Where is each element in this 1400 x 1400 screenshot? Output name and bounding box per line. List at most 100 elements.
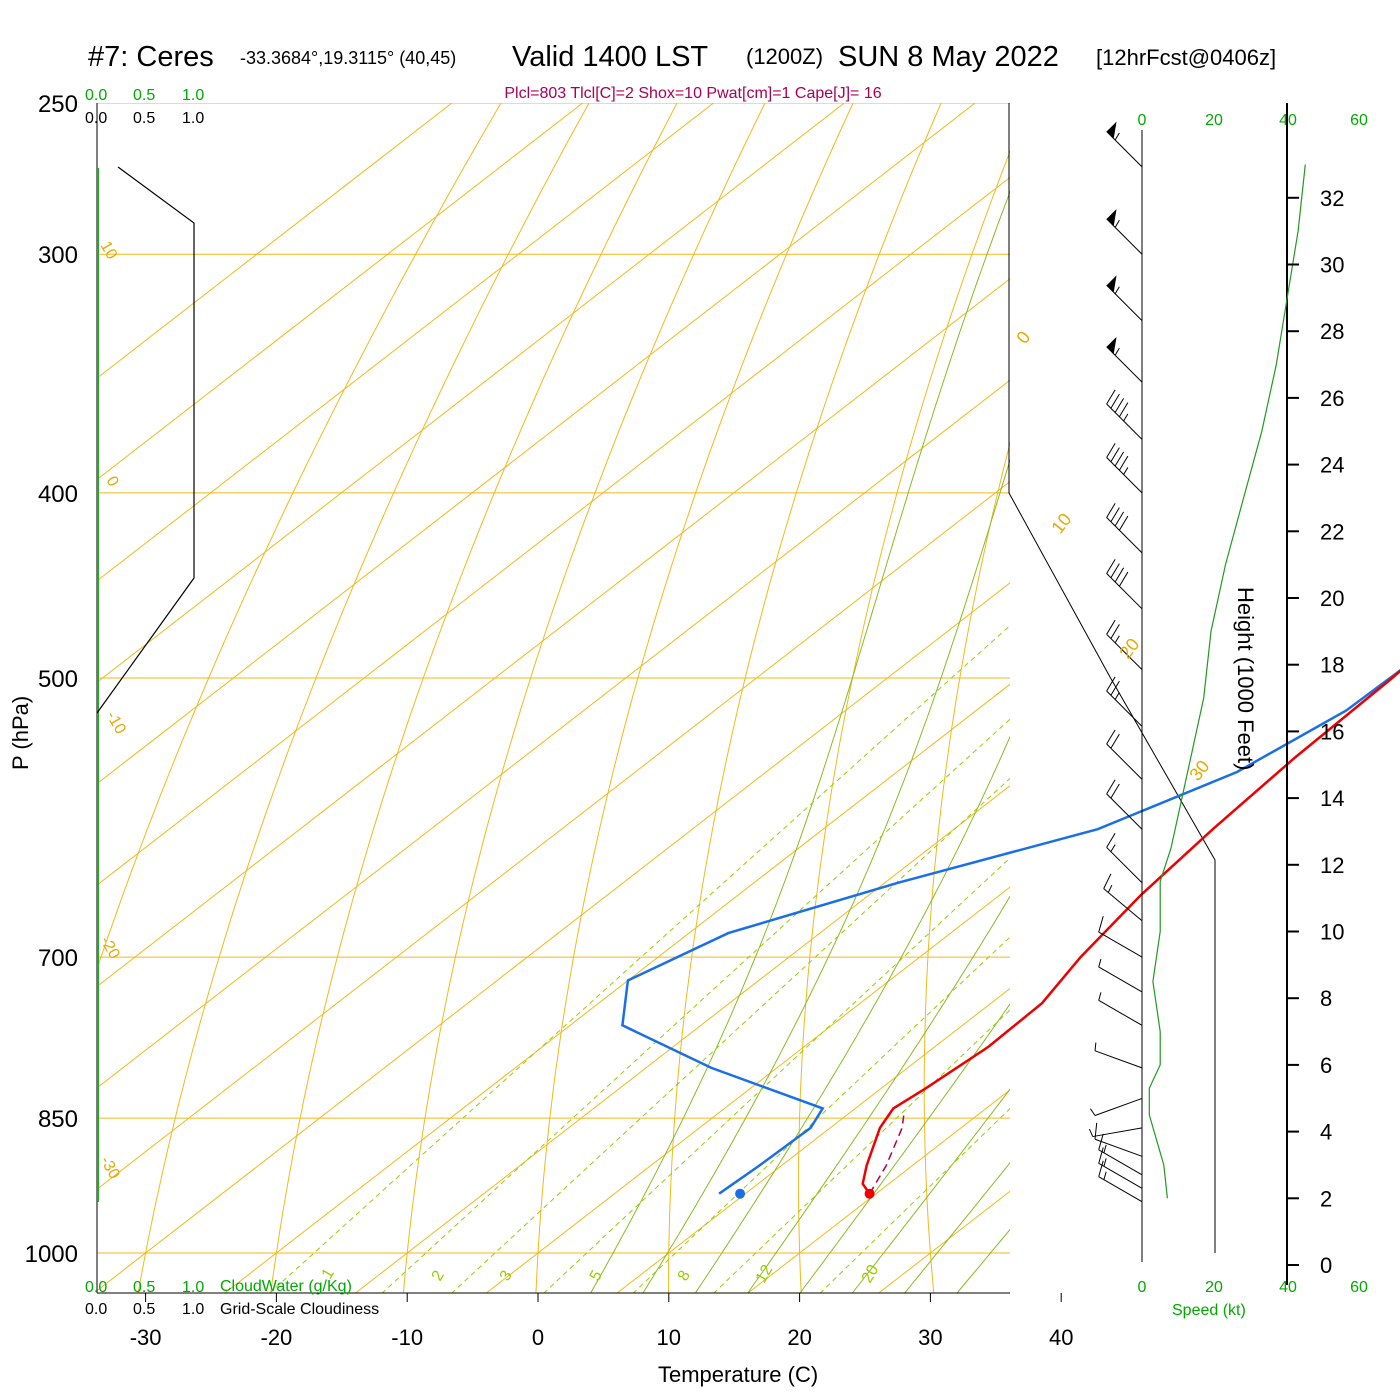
parameter-line: Plcl=803 Tlcl[C]=2 Shox=10 Pwat[cm]=1 Ca… [504, 85, 881, 102]
barb-feather [1106, 389, 1116, 405]
height-tick-label: 32 [1320, 186, 1344, 211]
barb-feather [1110, 783, 1120, 799]
barb-feather [1106, 729, 1116, 745]
barb-half-feather [1114, 692, 1120, 700]
pressure-axis: 250 300 400 500 700 850 1000 [25, 91, 78, 1268]
speed-tick: 40 [1279, 1279, 1297, 1296]
wind-barb [1098, 992, 1143, 1026]
barb-feather [1118, 515, 1129, 531]
mixing-ratio-label: 8 [675, 1268, 694, 1284]
height-tick-label: 26 [1320, 386, 1344, 411]
cloud-tick: 0.0 [85, 1301, 107, 1318]
barb-feather [1098, 916, 1104, 933]
wind-barb [1106, 336, 1143, 383]
barb-staff [1098, 1149, 1143, 1176]
moist-adiabat [694, 735, 1010, 1293]
barb-staff [1092, 1127, 1143, 1138]
utc-time: (1200Z) [746, 44, 823, 69]
barb-staff [1098, 999, 1143, 1026]
forecast-info: [12hrFcst@0406z] [1096, 45, 1276, 70]
speed-axis-label: Speed (kt) [1172, 1302, 1246, 1319]
barb-staff [1106, 847, 1143, 884]
barb-pennant [1106, 275, 1117, 293]
cloud-tick: 0.5 [133, 87, 155, 104]
wind-barb [1106, 275, 1143, 321]
height-tick-label: 8 [1320, 986, 1332, 1011]
cloud-tick: 1.0 [182, 110, 204, 127]
wind-barb [1098, 958, 1143, 993]
wind-barb [1098, 916, 1143, 958]
dry-adiabat [1388, 69, 1400, 1293]
barb-half-feather [1103, 1144, 1107, 1153]
temperature-tick-label: -10 [391, 1325, 423, 1350]
height-tick-label: 28 [1320, 319, 1344, 344]
forecast-date: SUN 8 May 2022 [838, 41, 1059, 73]
pressure-tick-label: 250 [38, 91, 78, 118]
barb-feather [1118, 402, 1129, 417]
cloud-tick: 0.0 [85, 87, 107, 104]
barb-staff [1098, 966, 1143, 993]
plot-outline [1008, 103, 1216, 1253]
dry-adiabat [668, 103, 942, 1293]
barb-staff [1106, 743, 1143, 780]
barb-feather [1094, 1122, 1098, 1140]
barb-pennant [1106, 121, 1117, 139]
wind-barb [1106, 729, 1143, 780]
speed-tick: 60 [1350, 1279, 1368, 1296]
height-tick-label: 22 [1320, 519, 1344, 544]
isotherm-label: 10 [1047, 509, 1075, 537]
wind-speed-line [1148, 164, 1306, 1199]
height-tick-label: 20 [1320, 586, 1344, 611]
temperature-tick-label: 30 [918, 1325, 942, 1350]
cloud-tick: 1.0 [182, 87, 204, 104]
isotherm-line [616, 987, 1010, 1293]
barb-feather [1110, 680, 1120, 696]
dry-adiabat-label: -10 [103, 709, 129, 738]
isotherm-line [97, 379, 1010, 1089]
barb-feather [1106, 443, 1116, 458]
wind-barb [1098, 1160, 1143, 1203]
isotherm-line [97, 103, 846, 683]
barb-feather [1106, 779, 1116, 795]
dry-adiabat [1046, 69, 1217, 1293]
height-tick-label: 24 [1320, 453, 1344, 478]
barb-half-feather [1123, 413, 1129, 422]
cloud-scale-bottom: 0.0 0.5 1.0 CloudWater (g/Kg) 0.0 0.5 1.… [85, 1278, 379, 1318]
temperature-tick-label: 0 [532, 1325, 544, 1350]
barb-feather [1098, 1147, 1104, 1164]
dry-adiabat [535, 103, 854, 1293]
moist-adiabat [904, 1162, 1010, 1293]
barb-half-feather [1114, 286, 1120, 295]
barb-feather [1106, 503, 1116, 518]
isotherm-line [97, 278, 1010, 988]
isotherm-line [97, 103, 715, 582]
speed-tick: 20 [1205, 1279, 1223, 1296]
isotherm-line [97, 176, 1010, 886]
height-tick-label: 0 [1320, 1253, 1332, 1278]
barb-staff [1103, 888, 1143, 922]
pressure-tick-label: 1000 [25, 1241, 78, 1268]
temperature-tick-label: -20 [261, 1325, 293, 1350]
barb-feather [1114, 511, 1125, 527]
mixing-ratio-label: 2 [429, 1268, 448, 1284]
barb-feather [1118, 571, 1129, 587]
height-axis-label: Height (1000 Feet) [1233, 587, 1258, 770]
moist-adiabat [642, 458, 1010, 1293]
barb-half-feather [1114, 347, 1120, 356]
barb-half-feather [1098, 992, 1102, 1001]
barb-half-feather [1088, 1128, 1094, 1137]
cloud-tick: 0.0 [85, 110, 107, 127]
mixing-ratio-label: 3 [497, 1268, 516, 1284]
mixing-ratio-line [713, 1009, 1010, 1293]
barb-staff [1106, 403, 1143, 440]
wind-barb [1094, 1122, 1143, 1157]
wind-barb [1106, 121, 1143, 168]
cloudwater-label: CloudWater (g/Kg) [220, 1278, 352, 1295]
barb-half-feather [1114, 220, 1120, 228]
cloud-tick: 0.0 [85, 1279, 107, 1296]
wind-barb [1106, 779, 1143, 830]
barb-staff [1106, 517, 1143, 554]
barb-half-feather [1094, 1042, 1097, 1051]
height-tick-label: 18 [1320, 653, 1344, 678]
cloudiness-curve [96, 166, 195, 714]
